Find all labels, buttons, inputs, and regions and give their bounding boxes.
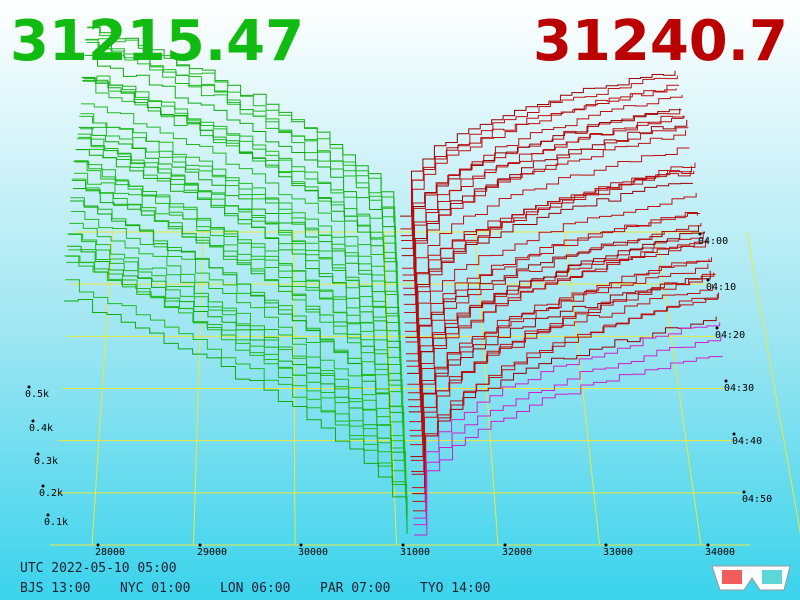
tick-dot — [724, 379, 728, 383]
zone-time: TYO 14:00 — [420, 581, 490, 596]
ask-layer — [401, 108, 681, 249]
price-label: 34000 — [705, 547, 735, 558]
ask-layer — [409, 239, 708, 431]
zone-time: NYC 01:00 — [120, 581, 190, 596]
glasses-icon — [711, 565, 791, 591]
ask-layer — [400, 75, 678, 237]
grid-line — [746, 231, 800, 534]
tick-dot — [96, 543, 100, 547]
axis-labels: 28000 29000 30000 31000 32000 33000 34000 0.5k 0… — [25, 232, 772, 558]
ask-layer — [404, 165, 692, 332]
tick-dot — [732, 432, 736, 436]
time-label: 04:50 — [742, 494, 772, 505]
ask-layer — [413, 335, 722, 526]
time-label: 04:40 — [732, 436, 762, 447]
ask-layer — [414, 355, 723, 536]
ask-layer — [404, 147, 690, 313]
zone-time: PAR 07:00 — [320, 581, 390, 596]
ask-layer — [411, 273, 716, 489]
tick-dot — [46, 513, 50, 517]
bid-layer — [65, 279, 407, 516]
price-label: 28000 — [95, 547, 125, 558]
tick-dot — [706, 543, 710, 547]
bid-layer — [85, 39, 396, 251]
tick-dot — [503, 543, 507, 547]
tick-dot — [604, 543, 608, 547]
bid-price: 31215.47 — [10, 9, 304, 74]
price-label: 29000 — [197, 547, 227, 558]
ask-layer — [408, 231, 705, 413]
tick-dot — [401, 543, 405, 547]
ask-layer — [410, 257, 712, 461]
price-label: 30000 — [298, 547, 328, 558]
floor-grid — [50, 231, 800, 546]
tick-dot — [198, 543, 202, 547]
ask-layer — [413, 322, 721, 519]
ask-layer — [410, 258, 710, 446]
price-label: 32000 — [502, 547, 532, 558]
bid-layer — [69, 200, 405, 455]
ask-layer — [406, 192, 697, 362]
ask-layer — [407, 222, 702, 394]
time-label: 04:10 — [706, 282, 736, 293]
ask-layer — [409, 240, 707, 423]
tick-dot — [31, 419, 35, 423]
volume-label: 0.3k — [34, 456, 58, 467]
ask-layer — [405, 162, 696, 355]
ask-layer — [403, 127, 689, 305]
ask-layer — [408, 231, 704, 408]
bid-layer — [69, 222, 405, 461]
ask-layer — [402, 94, 683, 269]
ask-layer — [405, 170, 695, 343]
ask-layer — [400, 70, 676, 217]
time-label: 04:00 — [698, 236, 728, 247]
utc-time: UTC 2022-05-10 05:00 — [20, 561, 177, 576]
bid-layer — [71, 179, 404, 427]
ask-layer — [407, 213, 701, 385]
ask-layer — [411, 272, 715, 475]
time-label: 04:30 — [724, 383, 754, 394]
ask-layer — [412, 292, 719, 512]
volume-label: 0.5k — [25, 389, 49, 400]
tick-dot — [715, 326, 719, 330]
tick-dot — [27, 385, 31, 389]
ask-price: 31240.7 — [533, 9, 788, 74]
ask-layer — [409, 263, 709, 437]
bid-layer — [64, 299, 408, 534]
bid-layer — [81, 103, 398, 303]
volume-label: 0.2k — [39, 488, 63, 499]
ask-layer — [403, 119, 688, 296]
depth-lines — [64, 26, 723, 536]
ask-layer — [401, 84, 680, 242]
volume-label: 0.1k — [44, 517, 68, 528]
zone-time: BJS 13:00 — [20, 581, 90, 596]
price-label: 33000 — [603, 547, 633, 558]
volume-label: 0.4k — [29, 423, 53, 434]
bid-layer — [64, 255, 408, 521]
time-label: 04:20 — [715, 330, 745, 341]
ask-layer — [402, 115, 685, 282]
zone-time: LON 06:00 — [220, 581, 290, 596]
tick-dot — [698, 232, 702, 236]
ask-layer — [406, 212, 698, 367]
bid-layer — [78, 126, 400, 335]
tick-dot — [706, 278, 710, 282]
tick-dot — [36, 452, 40, 456]
price-label: 31000 — [400, 547, 430, 558]
tick-dot — [742, 490, 746, 494]
tick-dot — [41, 484, 45, 488]
tick-dot — [299, 543, 303, 547]
